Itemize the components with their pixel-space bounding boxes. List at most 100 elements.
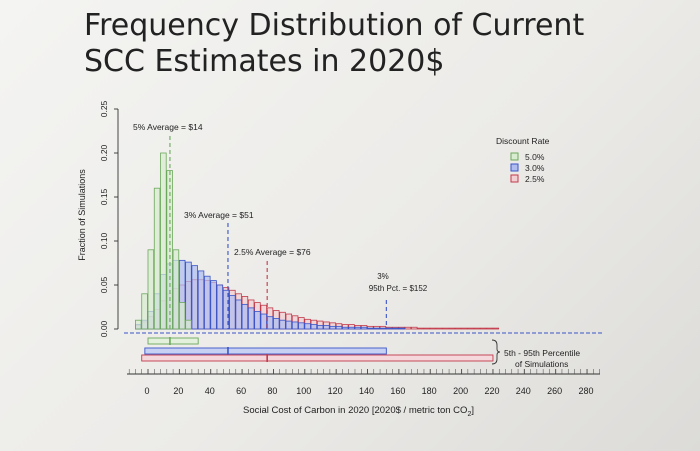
bar-3.0%-60	[241, 303, 249, 330]
x-tick-label-80: 80	[267, 386, 277, 396]
bar-2.5%-188	[442, 327, 449, 330]
bar-3.0%-48	[222, 289, 230, 330]
x-tick-label-200: 200	[453, 386, 468, 396]
x-tick-label-220: 220	[484, 386, 499, 396]
x-tick-label-180: 180	[422, 386, 437, 396]
bar-3.0%-104	[310, 324, 318, 330]
average-label-0: 5% Average = $14	[133, 122, 203, 132]
bar-3.0%-144	[373, 327, 380, 330]
bar-3.0%-56	[235, 299, 242, 330]
bar-3.0%-72	[260, 313, 267, 330]
bar-3.0%-160	[398, 327, 405, 330]
y-tick-label-0.20: 0.20	[99, 144, 109, 161]
bar-2.5%-164	[404, 326, 412, 330]
bar-5.0%--4	[141, 293, 148, 330]
y-tick-label-0.10: 0.10	[99, 232, 109, 249]
x-tick-label-120: 120	[328, 386, 343, 396]
bar-3.0%-52	[229, 295, 236, 330]
range-bar-3.0%	[144, 347, 387, 355]
x-axis-title-main: Social Cost of Carbon in 2020 [2020$ / m…	[243, 405, 467, 416]
bar-3.0%-24	[185, 261, 192, 330]
legend-label-2.5%: 2.5%	[525, 174, 545, 184]
bar-3.0%-156	[392, 327, 399, 330]
x-tick-label-100: 100	[296, 386, 311, 396]
percentile-95-label-top: 3%	[377, 272, 389, 281]
bar-2.5%-216	[486, 327, 493, 330]
x-tick-label-240: 240	[516, 386, 531, 396]
y-axis-title: Fraction of Simulations	[77, 169, 87, 261]
bar-5.0%-24	[185, 319, 192, 330]
bar-3.0%-140	[367, 327, 374, 330]
y-tick-label-0.25: 0.25	[99, 100, 109, 117]
legend-swatch-3.0%	[510, 163, 519, 172]
y-tick-label-0.05: 0.05	[99, 276, 109, 293]
range-bar-5.0%	[147, 337, 199, 345]
average-markers: 5% Average = $14 3% Average = $51 2.5% Ave…	[133, 122, 428, 329]
histogram-bars	[135, 152, 500, 330]
bar-3.0%-96	[298, 322, 305, 330]
bar-3.0%-44	[216, 284, 224, 330]
axes: 0.00 0.05 0.10 0.15 0.20 0.25 0 20 40 60 80 100 120 1…	[99, 100, 604, 396]
bar-5.0%-4	[153, 187, 161, 330]
bar-3.0%-84	[279, 319, 286, 330]
bar-2.5%-184	[436, 327, 443, 330]
x-tick-label-140: 140	[359, 386, 374, 396]
bar-3.0%-28	[191, 265, 198, 330]
bar-3.0%-92	[291, 321, 299, 330]
bar-2.5%-200	[461, 327, 468, 330]
y-tick-label-0.00: 0.00	[99, 320, 109, 337]
bar-2.5%-212	[480, 327, 487, 330]
bar-5.0%-16	[172, 249, 180, 330]
range-brace	[491, 339, 501, 365]
bar-3.0%-32	[197, 270, 205, 330]
bar-3.0%-112	[323, 325, 330, 330]
bar-3.0%-76	[266, 316, 274, 330]
bar-3.0%-36	[204, 275, 211, 330]
bar-3.0%-100	[304, 323, 311, 330]
bar-2.5%-172	[417, 327, 424, 330]
legend-swatch-2.5%	[510, 174, 519, 183]
legend-label-5.0%: 5.0%	[525, 152, 545, 162]
legend: Discount Rate 5.0%3.0%2.5%	[496, 136, 550, 184]
bar-3.0%-120	[335, 325, 343, 330]
bar-2.5%-176	[423, 327, 431, 330]
bar-2.5%-180	[429, 327, 437, 330]
bar-5.0%-20	[178, 302, 186, 330]
bar-3.0%-132	[354, 326, 362, 330]
x-tick-label-260: 260	[547, 386, 562, 396]
y-tick-label-0.15: 0.15	[99, 188, 109, 205]
range-label-line1: 5th - 95th Percentile	[504, 348, 580, 358]
x-tick-label-20: 20	[173, 386, 183, 396]
bar-2.5%-220	[492, 327, 500, 330]
x-tick-label-0: 0	[144, 386, 149, 396]
bar-3.0%-148	[379, 327, 387, 330]
bar-2.5%-208	[473, 327, 481, 330]
bar-3.0%-116	[329, 325, 336, 330]
bar-2.5%-196	[454, 327, 462, 330]
bar-3.0%-68	[254, 310, 261, 330]
bar-3.0%-152	[385, 327, 393, 330]
legend-title: Discount Rate	[496, 136, 550, 146]
bar-5.0%-0	[147, 249, 155, 330]
legend-swatch-5.0%	[510, 152, 519, 161]
legend-label-3.0%: 3.0%	[525, 163, 545, 173]
bar-3.0%-64	[247, 307, 255, 330]
bar-3.0%-128	[348, 326, 355, 330]
x-axis-title-end: ]	[471, 405, 474, 416]
bar-5.0%--8	[135, 319, 142, 330]
range-label-line2: of Simulations	[515, 359, 568, 369]
x-axis-title-sub: 2	[467, 411, 471, 418]
percentile-95-label-bottom: 95th Pct. = $152	[369, 284, 428, 293]
x-axis-title: Social Cost of Carbon in 2020 [2020$ / m…	[243, 405, 474, 418]
average-label-2: 2.5% Average = $76	[234, 247, 311, 257]
bar-5.0%-8	[160, 152, 167, 330]
bar-3.0%-88	[285, 320, 293, 330]
bar-2.5%-204	[467, 327, 474, 330]
x-tick-label-160: 160	[390, 386, 405, 396]
bar-3.0%-40	[210, 280, 217, 330]
bar-2.5%-168	[411, 326, 418, 330]
bar-3.0%-108	[316, 325, 324, 330]
average-label-1: 3% Average = $51	[184, 210, 254, 220]
